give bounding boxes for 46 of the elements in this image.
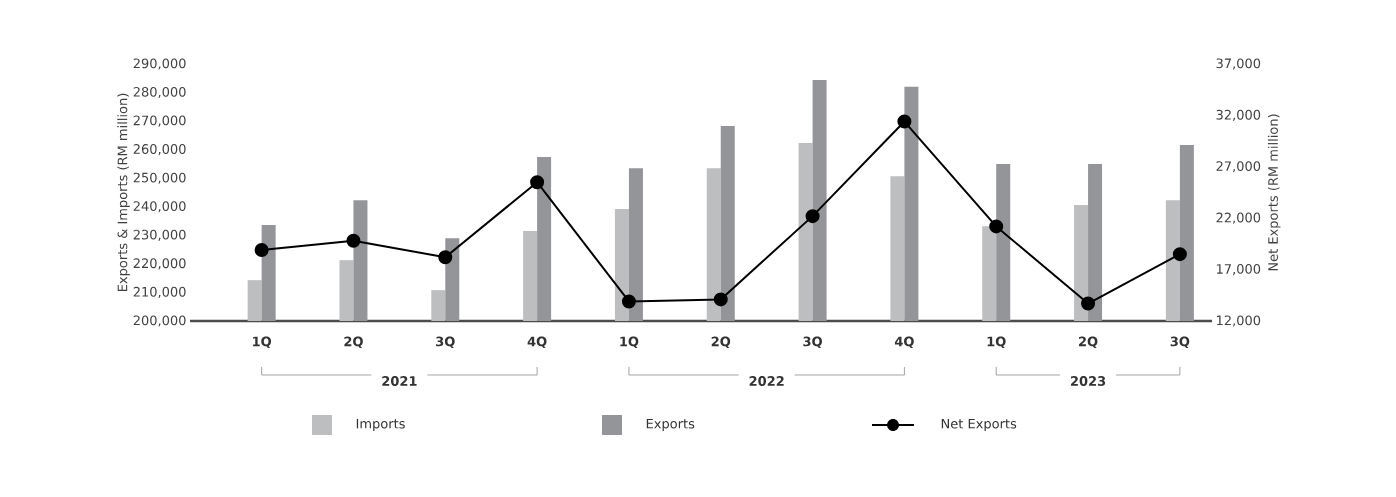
x-tick-label: 1Q — [620, 336, 639, 349]
y-tick-label: 280,000 — [133, 86, 186, 99]
y-axis-title: Exports & Imports (RM million) — [117, 93, 130, 292]
x-tick-label: 3Q — [436, 336, 455, 349]
point — [1081, 296, 1096, 311]
y-tick-label: 220,000 — [133, 258, 186, 270]
y-tick-label: 260,000 — [133, 144, 186, 156]
y-tick-label: 200,000 — [133, 315, 186, 327]
legend-label: Net Exports — [941, 418, 1017, 432]
y-tick-label: 290,000 — [133, 58, 186, 70]
x-tick-label: 3Q — [1170, 336, 1190, 349]
y2-tick-label: 32,000 — [1216, 109, 1261, 121]
x-tick-label: 2Q — [1079, 336, 1098, 349]
point — [805, 209, 820, 224]
x-tick-label: 4Q — [894, 336, 914, 349]
y-tick-label: 240,000 — [133, 201, 186, 213]
x-tick-label: 3Q — [803, 336, 822, 349]
y-tick-label: 250,000 — [133, 172, 186, 184]
x-tick-label: 2Q — [711, 336, 731, 349]
point — [1172, 247, 1187, 262]
point — [254, 243, 269, 258]
point — [713, 292, 728, 307]
point — [989, 219, 1004, 234]
text: 2021 — [382, 376, 417, 386]
y-tick-label: 270,000 — [133, 115, 186, 127]
y2-axis-title: Net Exports (RM million) — [1267, 114, 1281, 271]
y-tick-label: 210,000 — [133, 286, 186, 299]
legend-label: Exports — [646, 418, 695, 432]
x-tick-label: 1Q — [253, 336, 272, 349]
y-tick-label: 230,000 — [133, 229, 186, 241]
x-tick-label: 4Q — [527, 336, 547, 349]
x-tick-label: 1Q — [987, 336, 1006, 349]
text: 2022 — [749, 376, 784, 386]
point — [530, 175, 545, 190]
point — [621, 294, 636, 309]
point — [897, 114, 912, 129]
y2-tick-label: 27,000 — [1216, 161, 1261, 173]
point — [346, 233, 361, 248]
x-tick-label: 2Q — [344, 336, 363, 349]
y2-tick-label: 37,000 — [1216, 58, 1261, 70]
point — [438, 250, 453, 265]
legend-label: Imports — [356, 418, 405, 432]
y2-tick-label: 12,000 — [1216, 315, 1261, 327]
y2-tick-label: 17,000 — [1216, 264, 1261, 276]
text: 2023 — [1070, 376, 1106, 386]
y2-tick-label: 22,000 — [1216, 212, 1261, 224]
